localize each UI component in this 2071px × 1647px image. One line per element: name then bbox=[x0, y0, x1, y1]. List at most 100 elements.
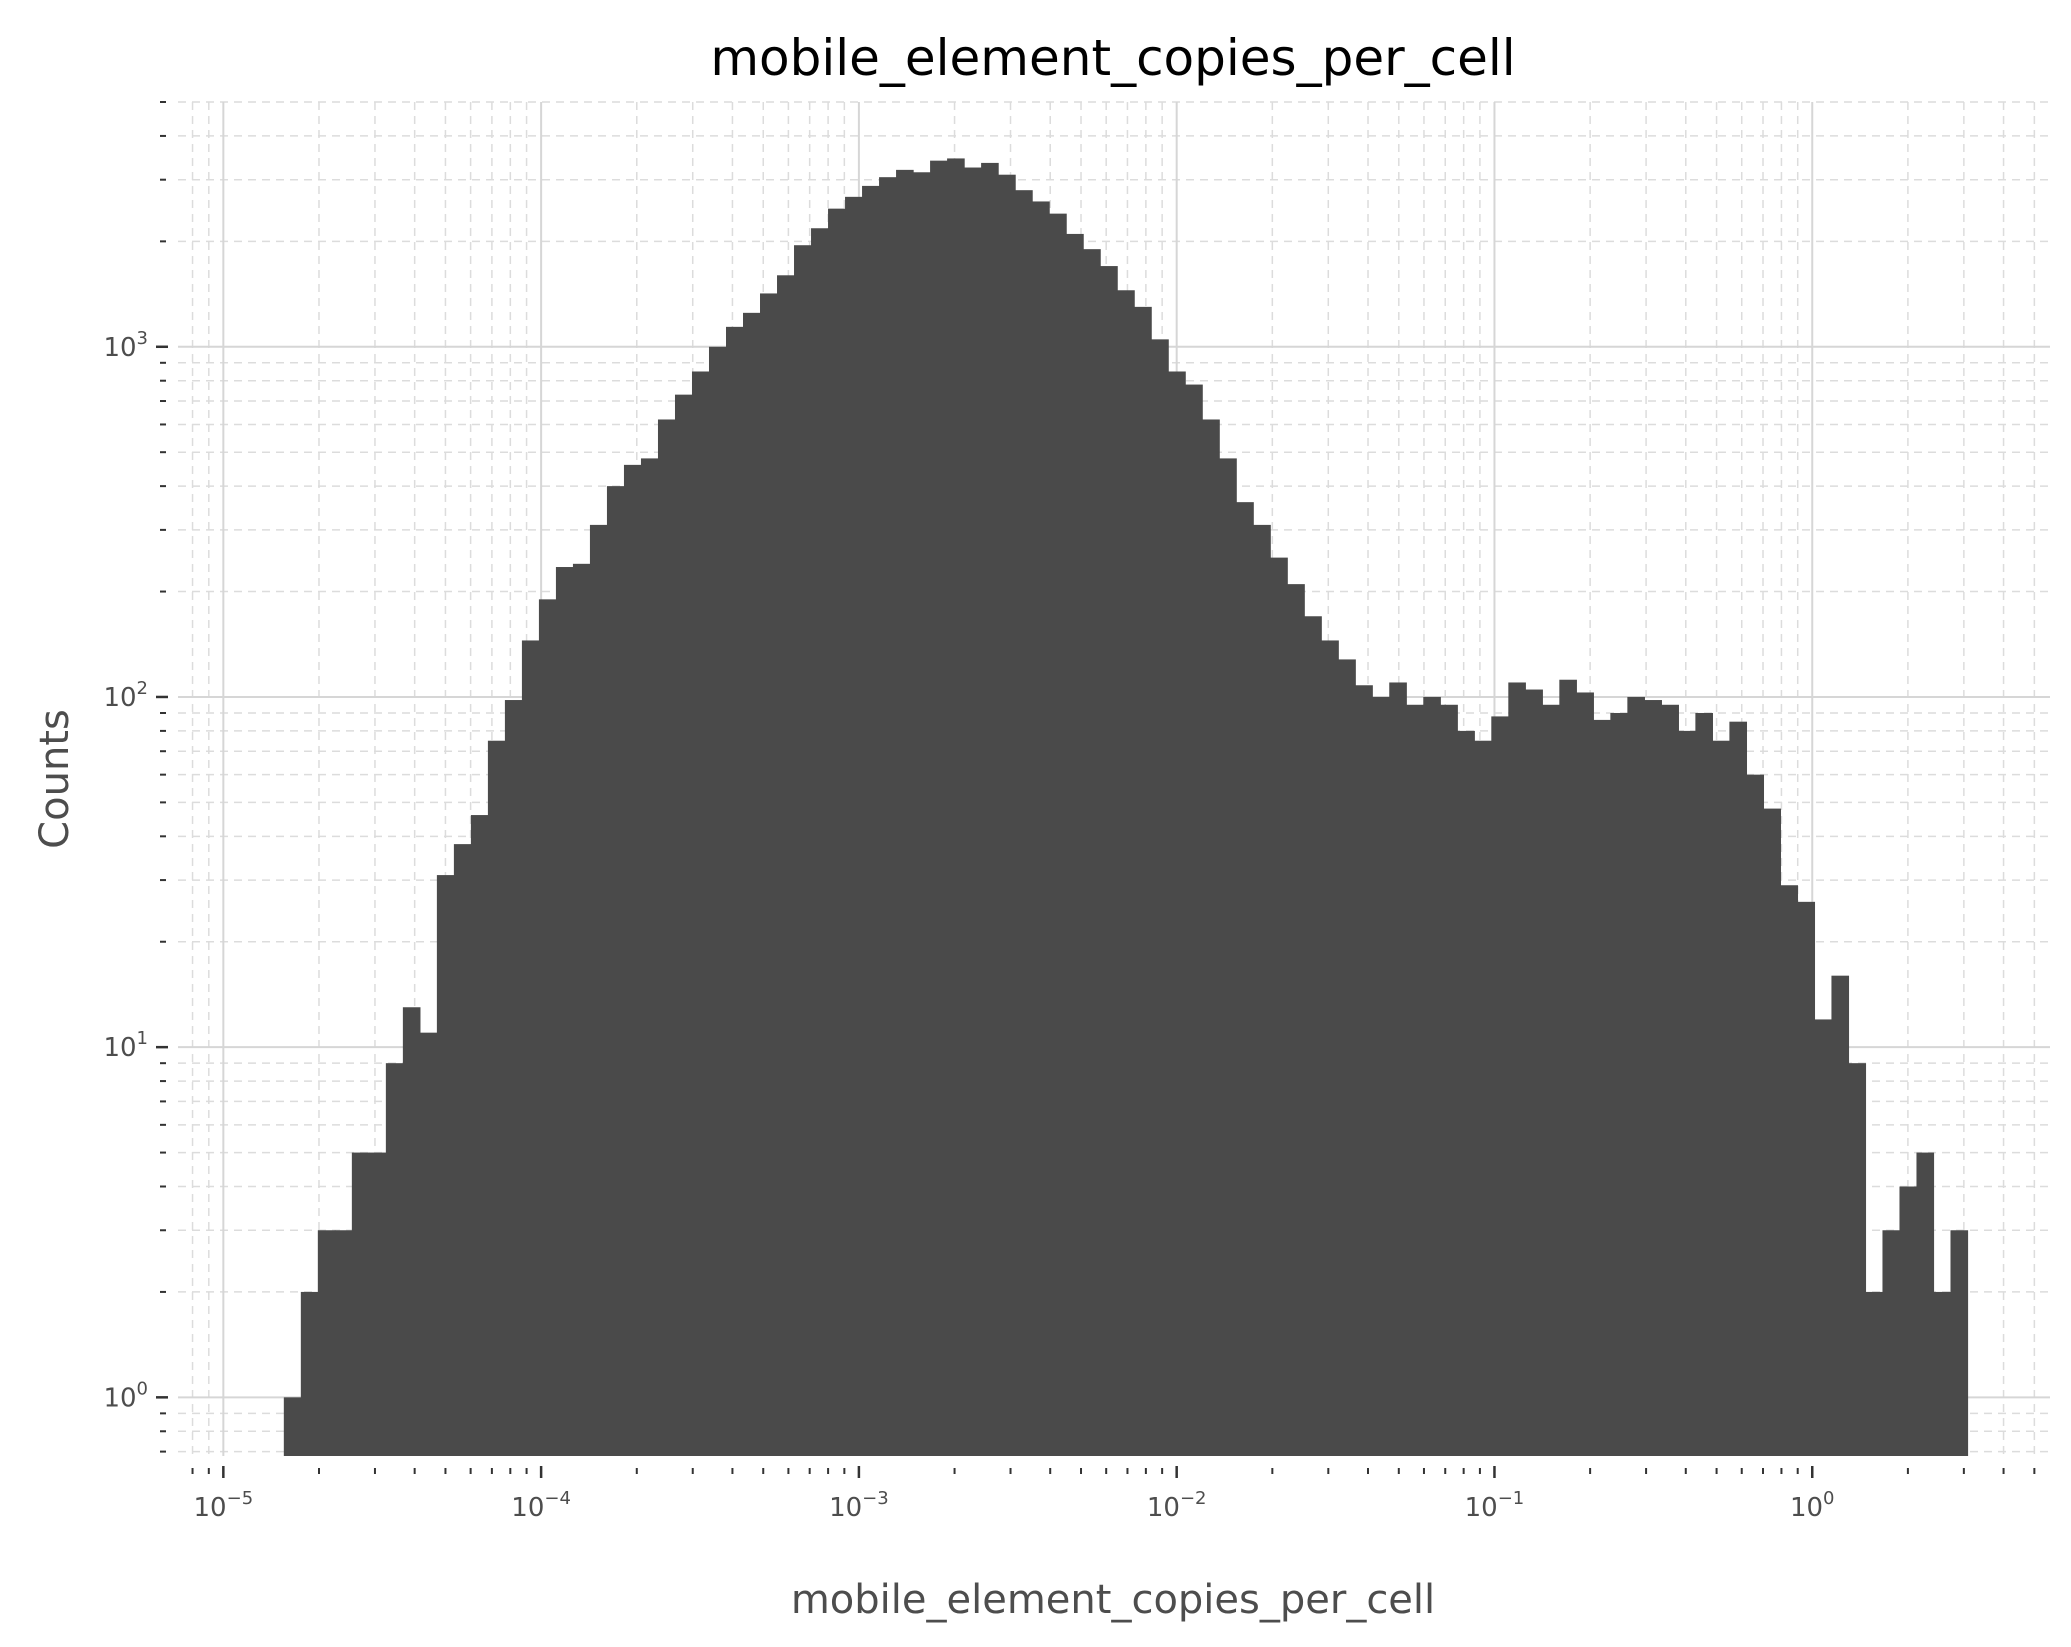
y-tick-exponent: 0 bbox=[137, 1378, 148, 1399]
histogram-bar bbox=[640, 458, 659, 1456]
histogram-bar bbox=[862, 185, 880, 1456]
x-tick-exponent: −1 bbox=[1498, 1488, 1525, 1509]
histogram-bar bbox=[1678, 730, 1696, 1456]
histogram-bar bbox=[300, 1291, 319, 1456]
histogram-bar bbox=[1168, 371, 1186, 1456]
y-tick-label: 102 bbox=[103, 678, 148, 713]
histogram-bar bbox=[1848, 1063, 1867, 1456]
y-tick-base: 10 bbox=[103, 1383, 136, 1413]
histogram-bar bbox=[283, 1397, 302, 1456]
x-tick-base: 10 bbox=[194, 1493, 227, 1523]
histogram-bar bbox=[1151, 339, 1169, 1457]
histogram-bar bbox=[1576, 692, 1594, 1456]
histogram-bar bbox=[1134, 306, 1152, 1456]
histogram-bar bbox=[317, 1230, 336, 1456]
histogram-bar bbox=[1644, 700, 1662, 1456]
histogram-bar bbox=[1865, 1291, 1884, 1456]
histogram-bar bbox=[1950, 1230, 1969, 1456]
histogram-bars bbox=[283, 158, 1969, 1457]
histogram-bar bbox=[1882, 1230, 1901, 1456]
histogram-bar bbox=[1219, 458, 1237, 1456]
histogram-bar bbox=[1559, 679, 1577, 1456]
histogram-bar bbox=[1746, 774, 1765, 1456]
x-tick-base: 10 bbox=[1790, 1493, 1823, 1523]
histogram-bar bbox=[555, 567, 574, 1456]
histogram-bar bbox=[623, 464, 642, 1456]
histogram-bar bbox=[538, 599, 557, 1456]
y-tick-base: 10 bbox=[103, 683, 136, 713]
histogram-bar bbox=[1440, 704, 1458, 1456]
x-tick-base: 10 bbox=[511, 1493, 544, 1523]
histogram-bar bbox=[1270, 557, 1288, 1456]
x-tick-label: 10−3 bbox=[829, 1488, 889, 1523]
histogram-bar bbox=[1338, 659, 1356, 1456]
histogram-bar bbox=[1814, 1019, 1833, 1456]
x-tick-exponent: −3 bbox=[862, 1488, 889, 1509]
x-tick-base: 10 bbox=[829, 1493, 862, 1523]
histogram-bar bbox=[964, 167, 982, 1456]
histogram-bar bbox=[1321, 640, 1339, 1456]
y-tick-exponent: 1 bbox=[137, 1028, 148, 1049]
histogram-bar bbox=[1729, 721, 1748, 1456]
histogram-bar bbox=[1185, 384, 1203, 1456]
histogram-bar bbox=[1253, 524, 1271, 1456]
histogram-bar bbox=[334, 1230, 353, 1456]
histogram-bar bbox=[1304, 616, 1322, 1456]
x-axis-label: mobile_element_copies_per_cell bbox=[791, 1577, 1435, 1623]
x-tick-exponent: 0 bbox=[1823, 1488, 1834, 1509]
histogram-bar bbox=[1916, 1152, 1935, 1456]
y-tick-base: 10 bbox=[103, 333, 136, 363]
histogram-bar bbox=[1627, 696, 1645, 1456]
x-tick-label: 10−5 bbox=[194, 1488, 254, 1523]
x-tick-label: 100 bbox=[1790, 1488, 1835, 1523]
histogram-bar bbox=[1015, 190, 1033, 1457]
histogram-bar bbox=[1372, 696, 1390, 1456]
histogram-bar bbox=[1661, 704, 1679, 1456]
histogram-bar bbox=[453, 844, 472, 1456]
histogram-bar bbox=[1100, 266, 1118, 1456]
histogram-bar bbox=[845, 196, 863, 1457]
histogram-bar bbox=[691, 371, 710, 1456]
x-tick-base: 10 bbox=[1147, 1493, 1180, 1523]
histogram-bar bbox=[351, 1152, 370, 1456]
y-tick-base: 10 bbox=[103, 1033, 136, 1063]
histogram-bar bbox=[1355, 685, 1373, 1456]
histogram-bar bbox=[1406, 704, 1424, 1456]
x-tick-label: 10−1 bbox=[1465, 1488, 1525, 1523]
histogram-bar bbox=[998, 174, 1016, 1457]
x-tick-exponent: −2 bbox=[1180, 1488, 1207, 1509]
histogram-bar bbox=[1457, 730, 1475, 1456]
histogram-bar bbox=[777, 275, 795, 1456]
x-tick-base: 10 bbox=[1465, 1493, 1498, 1523]
histogram-bar bbox=[1032, 201, 1050, 1457]
histogram-bar bbox=[1049, 213, 1067, 1456]
histogram-bar bbox=[947, 158, 965, 1457]
histogram-bar bbox=[1066, 233, 1084, 1457]
histogram-bar bbox=[1117, 290, 1135, 1456]
histogram-bar bbox=[896, 169, 914, 1456]
histogram-bar bbox=[470, 815, 489, 1456]
histogram-bar bbox=[419, 1032, 438, 1456]
x-tick-exponent: −4 bbox=[544, 1488, 571, 1509]
histogram-bar bbox=[1423, 696, 1441, 1456]
y-tick-label: 103 bbox=[103, 328, 148, 363]
histogram-bar bbox=[930, 160, 948, 1456]
histogram-bar bbox=[879, 177, 897, 1457]
histogram-bar bbox=[794, 245, 812, 1457]
histogram-bar bbox=[504, 700, 523, 1456]
y-axis-label: Counts bbox=[32, 709, 78, 849]
histogram-bar bbox=[606, 486, 625, 1456]
histogram-bar bbox=[811, 228, 829, 1456]
histogram-bar bbox=[521, 640, 540, 1456]
histogram-bar bbox=[1797, 901, 1816, 1456]
y-tick-exponent: 2 bbox=[137, 678, 148, 699]
histogram-bar bbox=[1491, 716, 1509, 1456]
histogram-bar bbox=[657, 419, 676, 1457]
histogram-bar bbox=[981, 162, 999, 1456]
histogram-bar bbox=[1712, 740, 1730, 1456]
histogram-bar bbox=[913, 172, 931, 1456]
histogram-bar bbox=[1508, 682, 1526, 1456]
y-tick-exponent: 3 bbox=[137, 328, 148, 349]
